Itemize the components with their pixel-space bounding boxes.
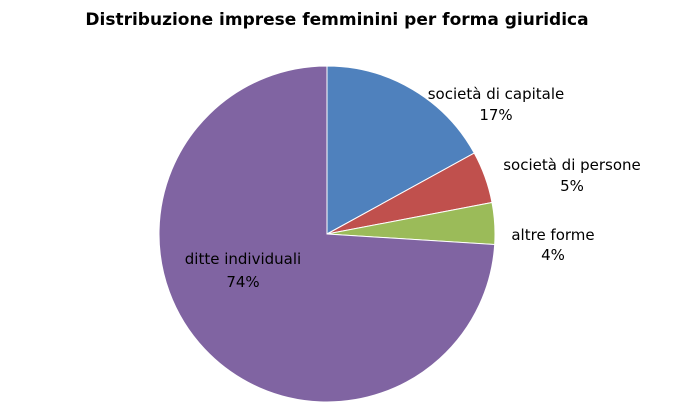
- chart-title: Distribuzione imprese femminini per form…: [85, 10, 588, 30]
- slice-value-label: 5%: [560, 177, 584, 195]
- slice-value-label: 74%: [226, 273, 259, 291]
- slice-label: società di persone: [503, 156, 641, 174]
- slice-value-label: 4%: [541, 246, 565, 264]
- pie-labels: società di capitale 17% società di persone…: [185, 85, 641, 291]
- slice-label: altre forme: [511, 226, 594, 244]
- slice-label: ditte individuali: [185, 250, 301, 268]
- slice-value-label: 17%: [479, 106, 512, 124]
- pie-slices: [158, 65, 496, 403]
- pie-slice-società-di-capitale: [326, 65, 475, 235]
- slice-label: società di capitale: [428, 85, 565, 103]
- pie-slice-ditte-individuali: [158, 65, 496, 403]
